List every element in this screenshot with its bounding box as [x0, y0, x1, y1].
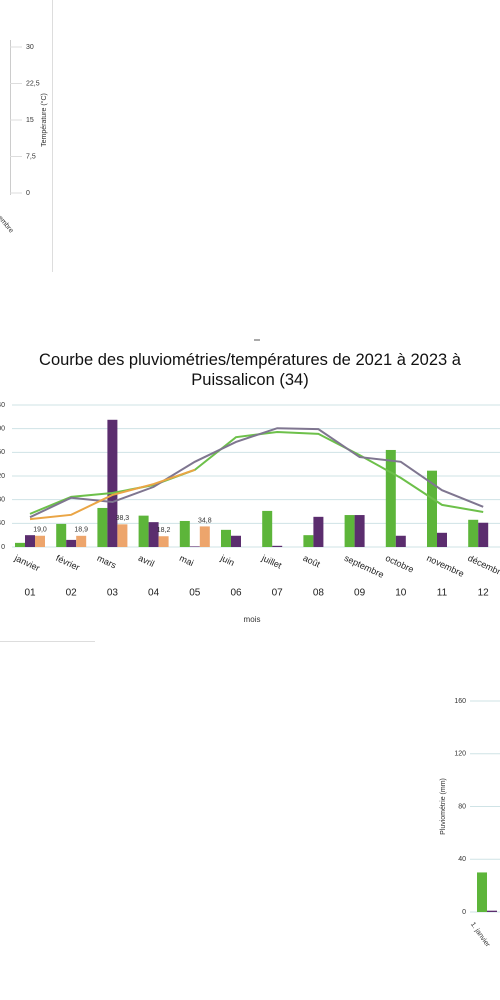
bar [189, 546, 200, 547]
y2-tick-label: 7,5 [26, 153, 36, 160]
bar [385, 449, 396, 547]
x-tick-label: juillet [259, 552, 283, 570]
chart-title: Courbe des pluviométries/températures de… [39, 351, 461, 389]
x-tick-label: août [302, 553, 323, 570]
x-tick-label: mai [178, 553, 195, 568]
data-label: 34,8 [198, 517, 212, 524]
bar [25, 535, 35, 547]
x-tick-number: 12 [478, 588, 490, 599]
x-tick-number: 10 [395, 588, 407, 599]
bar [76, 535, 87, 547]
y-tick-label: 160 [454, 698, 466, 705]
line [29, 427, 484, 519]
bar [97, 507, 108, 547]
x-tick-label: décembre [466, 553, 500, 579]
x-tick-label: mars [96, 553, 119, 571]
y-tick-label: 80 [0, 497, 5, 504]
bar [231, 535, 241, 547]
x-tick-number: 05 [189, 588, 201, 599]
bar [427, 470, 437, 547]
bar [15, 542, 25, 547]
y2-axis-label: Température (°C) [40, 93, 48, 147]
bar [199, 526, 210, 547]
bar [221, 529, 231, 547]
bar [478, 522, 489, 547]
data-label: 38,3 [116, 515, 130, 522]
y-tick-label: 240 [0, 402, 5, 409]
x-tick-number: 03 [107, 588, 119, 599]
x-tick-number: 07 [272, 588, 284, 599]
y-axis-label: Pluviométrie (mm) [440, 778, 447, 835]
bar [303, 535, 314, 547]
y-tick-label: 160 [0, 449, 5, 456]
x-tick-label: février [54, 553, 81, 573]
data-label: 18,9 [74, 527, 88, 534]
bar [107, 419, 118, 547]
bar [158, 536, 169, 547]
bar [344, 515, 355, 547]
x-tick-label: avril [137, 553, 156, 569]
bar [354, 515, 365, 547]
bar [437, 532, 447, 547]
x-tick-number: 09 [354, 588, 366, 599]
bar [138, 515, 149, 547]
x-tick-number: 08 [313, 588, 325, 599]
y2-tick-label: 0 [26, 190, 30, 197]
x-tick-number: 02 [66, 588, 78, 599]
y2-tick-label: 22,5 [26, 80, 40, 87]
bar [395, 535, 406, 547]
y-tick-label: 40 [458, 856, 466, 863]
y2-tick-label: 30 [26, 44, 34, 51]
x-tick-number: 06 [230, 588, 242, 599]
x-tick-number: 01 [24, 588, 36, 599]
bar [56, 523, 67, 547]
y-tick-label: 0 [462, 909, 466, 916]
x-tick-number: 04 [148, 588, 160, 599]
bar [468, 519, 479, 547]
y2-tick-label: 15 [26, 117, 34, 124]
data-label: 19,0 [33, 527, 47, 534]
bar [272, 545, 283, 547]
y-tick-label: 80 [458, 803, 466, 810]
bar [35, 535, 45, 547]
bar [148, 522, 159, 547]
y-tick-label: 120 [0, 473, 5, 480]
x-tick-label: 1. janvier [469, 921, 491, 949]
y-tick-label: 120 [454, 751, 466, 758]
x-tick-label: novembre [425, 553, 466, 579]
x-tick-label: septembre [343, 553, 386, 580]
bar [487, 910, 497, 912]
x-tick-label: décembre [0, 206, 14, 234]
x-tick-number: 11 [437, 588, 448, 599]
x-tick-label: octobre [384, 553, 415, 575]
y-tick-label: 200 [0, 426, 5, 433]
bar [66, 539, 77, 547]
data-label: 18,2 [157, 527, 171, 534]
bar [477, 872, 487, 912]
x-axis-label: mois [244, 615, 261, 624]
bar [262, 510, 273, 547]
y-tick-label: 40 [0, 520, 5, 527]
x-tick-label: juin [218, 552, 236, 567]
y-tick-label: 0 [1, 544, 5, 551]
x-tick-label: janvier [12, 552, 41, 573]
bar [179, 520, 190, 547]
bar [313, 516, 324, 547]
line [29, 468, 196, 521]
bar [117, 524, 128, 547]
